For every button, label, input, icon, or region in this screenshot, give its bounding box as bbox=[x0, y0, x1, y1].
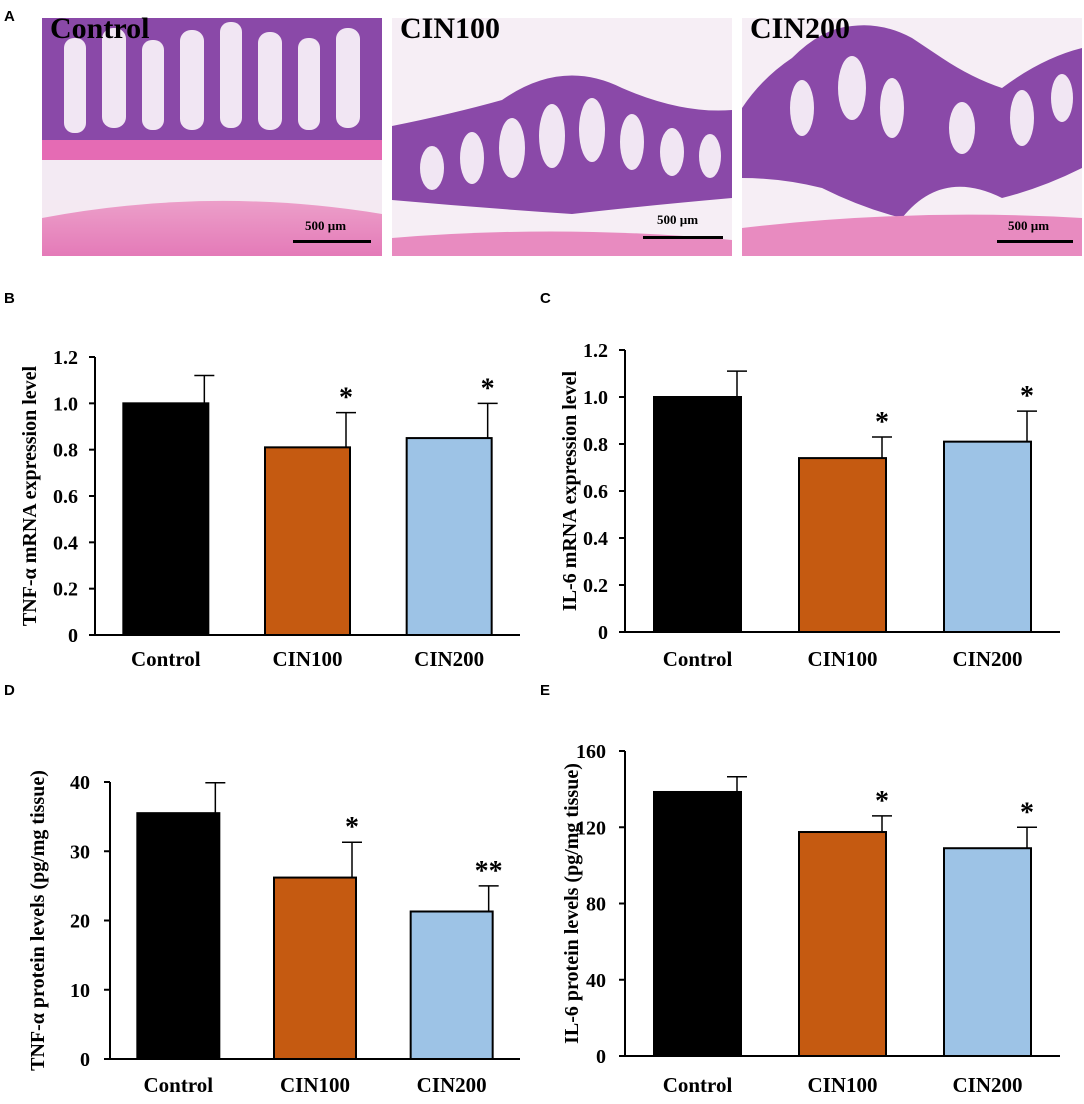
y-tick-label: 0.8 bbox=[583, 434, 608, 456]
category-label: CIN200 bbox=[414, 647, 484, 671]
bar-control bbox=[136, 812, 221, 1060]
chart-il6-mrna: 0 0.2 0.4 0.6 0.8 1.0 1.2IL-6 mRNA expression … bbox=[559, 340, 1060, 671]
y-tick-label: 30 bbox=[70, 841, 90, 863]
significance-marker: * bbox=[339, 383, 353, 414]
y-axis-label: IL-6 protein levels (pg/mg tissue) bbox=[561, 763, 583, 1044]
scale-label-cin100: 500 µm bbox=[657, 212, 699, 227]
scale-bar-cin200 bbox=[997, 240, 1073, 243]
y-tick-label: 0 bbox=[598, 622, 608, 644]
category-label: CIN200 bbox=[417, 1073, 487, 1097]
category-label: Control bbox=[144, 1073, 214, 1097]
scale-label-cin200: 500 µm bbox=[1008, 218, 1050, 233]
y-tick-label: 0.4 bbox=[53, 532, 78, 554]
bar-cin200 bbox=[943, 440, 1032, 633]
significance-marker: * bbox=[481, 373, 495, 404]
y-tick-label: 0.2 bbox=[53, 579, 78, 601]
y-axis-label: TNF-α mRNA expression level bbox=[19, 365, 41, 626]
bar-control bbox=[122, 402, 210, 637]
y-tick-label: 160 bbox=[576, 741, 606, 763]
bar-cin100 bbox=[273, 876, 357, 1060]
histology-label-cin200: CIN200 bbox=[750, 12, 851, 45]
category-label: CIN100 bbox=[280, 1073, 350, 1097]
y-tick-label: 20 bbox=[70, 911, 90, 933]
y-tick-label: 80 bbox=[586, 894, 606, 916]
y-tick-label: 0 bbox=[80, 1049, 90, 1071]
bar-cin100 bbox=[264, 446, 351, 636]
chart-tnf-mrna: 0 0.2 0.4 0.6 0.8 1.0 1.2 TNF-α mRNA expression… bbox=[19, 347, 520, 671]
category-label: CIN200 bbox=[952, 647, 1022, 671]
significance-marker: ** bbox=[475, 856, 503, 887]
significance-marker: * bbox=[875, 786, 889, 817]
scale-label-control: 500 µm bbox=[305, 218, 347, 233]
y-tick-label: 0.6 bbox=[53, 486, 78, 508]
histology-label-control: Control bbox=[50, 12, 150, 45]
category-label: Control bbox=[663, 647, 733, 671]
significance-marker: * bbox=[1020, 797, 1034, 828]
panel-letter-b: B bbox=[4, 290, 15, 307]
panel-letter-a: A bbox=[4, 8, 15, 25]
y-tick-label: 1.2 bbox=[53, 347, 78, 369]
significance-marker: * bbox=[345, 812, 359, 843]
bar-cin100 bbox=[798, 831, 887, 1057]
y-tick-label: 10 bbox=[70, 980, 90, 1002]
histology-image-cin100 bbox=[392, 18, 732, 256]
y-tick-label: 0.6 bbox=[583, 481, 608, 503]
category-label: CIN100 bbox=[272, 647, 342, 671]
y-tick-label: 40 bbox=[70, 772, 90, 794]
panel-letter-e: E bbox=[540, 682, 551, 699]
y-tick-label: 0.8 bbox=[53, 440, 78, 462]
y-tick-label: 40 bbox=[586, 970, 606, 992]
y-tick-label: 0 bbox=[596, 1046, 606, 1068]
y-tick-label: 1.2 bbox=[583, 340, 608, 362]
y-tick-label: 120 bbox=[576, 817, 606, 839]
histology-image-cin200 bbox=[742, 18, 1082, 256]
bar-cin200 bbox=[409, 910, 494, 1060]
category-label: Control bbox=[663, 1073, 733, 1097]
bar-control bbox=[653, 790, 742, 1057]
chart-tnf-protein: 0 10 20 30 40 TNF-α protein levels (pg/mg tis… bbox=[27, 770, 520, 1097]
bar-cin100 bbox=[798, 457, 887, 633]
bar-control bbox=[653, 396, 742, 633]
histology-label-cin100: CIN100 bbox=[400, 12, 501, 45]
bar-cin200 bbox=[405, 437, 493, 636]
significance-marker: * bbox=[875, 407, 889, 438]
y-axis-label: IL-6 mRNA expression level bbox=[559, 370, 581, 611]
y-axis-label: TNF-α protein levels (pg/mg tissue) bbox=[27, 770, 49, 1071]
histology-image-control bbox=[42, 18, 382, 256]
y-tick-label: 0.2 bbox=[583, 575, 608, 597]
significance-marker: * bbox=[1020, 381, 1034, 412]
bar-cin200 bbox=[943, 847, 1032, 1057]
y-tick-label: 0.4 bbox=[583, 528, 608, 550]
category-label: CIN100 bbox=[807, 1073, 877, 1097]
panel-letter-d: D bbox=[4, 682, 15, 699]
category-label: CIN100 bbox=[807, 647, 877, 671]
category-label: CIN200 bbox=[952, 1073, 1022, 1097]
y-tick-label: 0 bbox=[68, 625, 78, 647]
scale-bar-control bbox=[293, 240, 371, 243]
scale-bar-cin100 bbox=[643, 236, 723, 239]
y-tick-label: 1.0 bbox=[53, 393, 78, 415]
panel-letter-c: C bbox=[540, 290, 551, 307]
y-tick-label: 1.0 bbox=[583, 387, 608, 409]
category-label: Control bbox=[131, 647, 201, 671]
